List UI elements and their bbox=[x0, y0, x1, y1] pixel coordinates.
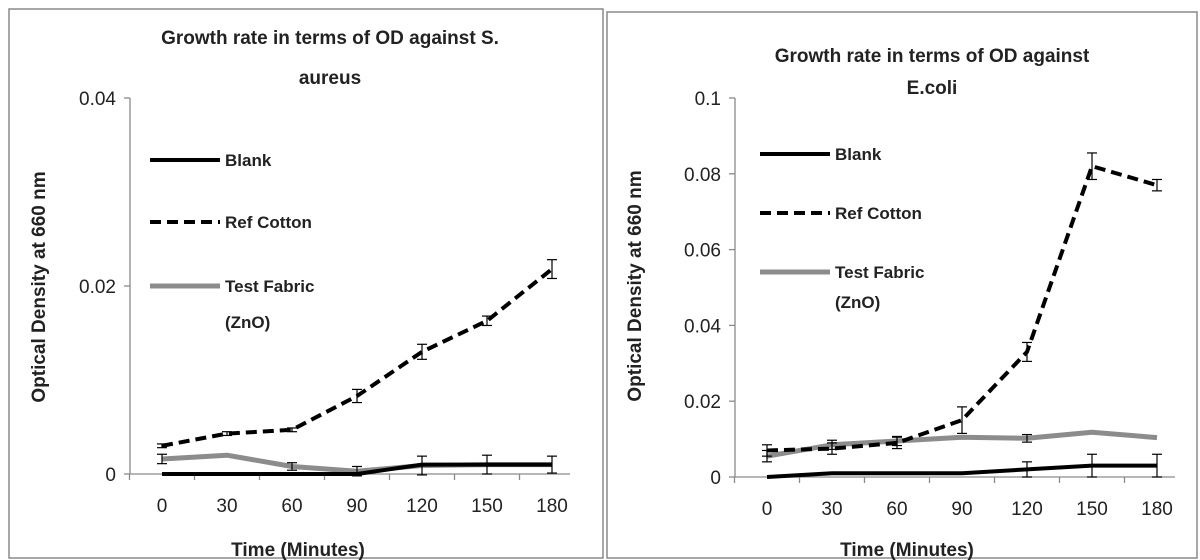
error-bar bbox=[157, 453, 167, 465]
error-bar bbox=[762, 444, 772, 457]
legend-label: Test Fabric bbox=[225, 277, 314, 296]
chart-s-aureus: Growth rate in terms of OD against S. au… bbox=[8, 8, 604, 560]
chart-title-line-2: E.coli bbox=[907, 78, 958, 99]
legend: Blank Ref Cotton Test Fabric (ZnO) bbox=[760, 145, 924, 312]
x-tick-label: 90 bbox=[346, 496, 367, 517]
x-tick-label: 90 bbox=[951, 499, 972, 520]
error-bar bbox=[547, 259, 557, 280]
y-tick-label: 0.1 bbox=[695, 89, 721, 110]
series-ref-cotton bbox=[157, 259, 557, 449]
legend-item-ref-cotton: Ref Cotton bbox=[760, 204, 922, 223]
legend-item-test-fabric: Test Fabric (ZnO) bbox=[150, 277, 314, 332]
legend-label: Ref Cotton bbox=[225, 213, 312, 232]
legend-label: Ref Cotton bbox=[835, 204, 922, 223]
x-tick-label: 0 bbox=[157, 496, 168, 517]
tick-labels: 0 0.02 0.04 0 30 60 90 120 150 180 bbox=[79, 89, 568, 517]
legend-label: Blank bbox=[225, 151, 272, 170]
y-tick-label: 0.06 bbox=[684, 241, 721, 262]
error-bar bbox=[892, 436, 902, 450]
chart-e-coli: Growth rate in terms of OD against E.col… bbox=[606, 11, 1198, 560]
y-tick-label: 0.08 bbox=[684, 165, 721, 186]
error-bar bbox=[1022, 341, 1032, 363]
x-tick-label: 120 bbox=[1011, 499, 1043, 520]
y-axis-title: Optical Density at 660 nm bbox=[29, 171, 50, 402]
x-tick-label: 150 bbox=[471, 496, 503, 517]
x-tick-label: 150 bbox=[1076, 499, 1108, 520]
error-bar bbox=[287, 427, 297, 433]
x-tick-label: 180 bbox=[536, 496, 568, 517]
y-tick-label: 0.02 bbox=[79, 277, 116, 298]
series-line bbox=[162, 462, 552, 476]
error-bar bbox=[1152, 178, 1162, 192]
legend-item-blank: Blank bbox=[760, 145, 882, 164]
series-blank bbox=[162, 462, 552, 476]
chart-title-line-1: Growth rate in terms of OD against bbox=[775, 46, 1090, 67]
x-tick-label: 60 bbox=[886, 499, 907, 520]
legend-label: (ZnO) bbox=[835, 293, 880, 312]
legend: Blank Ref Cotton Test Fabric (ZnO) bbox=[150, 151, 314, 332]
error-bar bbox=[1022, 433, 1032, 443]
tick-labels: 0 0.02 0.04 0.06 0.08 0.1 0 30 60 90 120 150 180 bbox=[684, 89, 1173, 520]
error-bar bbox=[482, 315, 492, 327]
y-tick-label: 0.02 bbox=[684, 392, 721, 413]
x-tick-label: 30 bbox=[216, 496, 237, 517]
error-bar bbox=[1152, 453, 1162, 478]
legend-label: Test Fabric bbox=[835, 263, 924, 282]
error-bar bbox=[287, 462, 297, 471]
axes bbox=[729, 97, 1175, 483]
legend-label: Blank bbox=[835, 145, 882, 164]
chart-frame bbox=[606, 11, 1198, 559]
x-tick-label: 60 bbox=[281, 496, 302, 517]
error-bar bbox=[1087, 453, 1097, 478]
chart-title-line-1: Growth rate in terms of OD against S. bbox=[161, 28, 499, 49]
series-blank bbox=[766, 453, 1162, 479]
x-axis-title: Time (Minutes) bbox=[840, 540, 974, 560]
x-tick-label: 30 bbox=[821, 499, 842, 520]
error-bar bbox=[352, 388, 362, 404]
legend-item-ref-cotton: Ref Cotton bbox=[150, 213, 312, 232]
y-tick-label: 0.04 bbox=[79, 89, 116, 110]
legend-item-blank: Blank bbox=[150, 151, 272, 170]
chart-title-line-2: aureus bbox=[299, 68, 361, 89]
error-bar bbox=[957, 406, 967, 435]
x-tick-label: 180 bbox=[1141, 499, 1173, 520]
y-tick-label: 0.04 bbox=[684, 316, 721, 337]
x-tick-label: 0 bbox=[762, 499, 773, 520]
legend-item-test-fabric: Test Fabric (ZnO) bbox=[760, 263, 924, 312]
chart-frame bbox=[8, 8, 604, 559]
legend-label: (ZnO) bbox=[225, 313, 270, 332]
error-bar bbox=[222, 431, 232, 437]
y-tick-label: 0 bbox=[710, 468, 721, 489]
x-axis-title: Time (Minutes) bbox=[231, 540, 365, 560]
series-ref-cotton bbox=[762, 152, 1162, 457]
error-bar bbox=[827, 442, 837, 455]
error-bar bbox=[417, 343, 427, 360]
series-group bbox=[157, 259, 557, 477]
error-bar bbox=[1022, 461, 1032, 478]
error-bar bbox=[157, 443, 167, 449]
x-tick-label: 120 bbox=[406, 496, 438, 517]
y-axis-title: Optical Density at 660 nm bbox=[625, 170, 646, 401]
error-bar bbox=[1087, 152, 1097, 181]
series-group bbox=[762, 152, 1162, 479]
y-tick-label: 0 bbox=[105, 465, 116, 486]
